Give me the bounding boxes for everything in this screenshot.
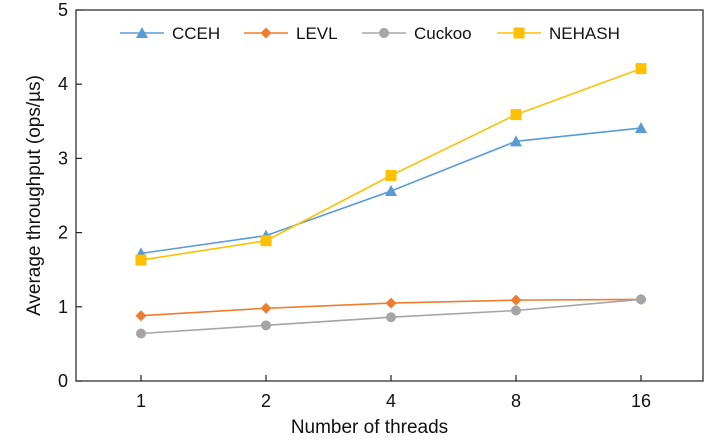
x-tick-label: 4	[386, 391, 396, 411]
y-tick-label: 1	[58, 297, 68, 317]
data-point-nehash	[510, 109, 522, 121]
series-cuckoo	[136, 294, 646, 339]
data-point-nehash	[135, 254, 147, 266]
data-point-cceh	[385, 185, 397, 197]
data-point-nehash	[260, 235, 272, 247]
legend-marker-levl	[260, 27, 272, 39]
data-point-nehash	[635, 63, 647, 75]
series-nehash	[135, 63, 647, 266]
y-tick-label: 2	[58, 223, 68, 243]
series-levl	[135, 293, 647, 322]
data-point-cuckoo	[386, 312, 396, 323]
x-axis-ticks: 1 2 4 8 16	[136, 375, 651, 411]
legend: CCEH LEVL Cuckoo NEHASH	[120, 24, 620, 43]
x-tick-label: 1	[136, 391, 146, 411]
data-point-levl	[260, 302, 272, 314]
y-axis-label: Average throughput (ops/µs)	[24, 75, 45, 316]
series-group	[135, 63, 647, 339]
x-tick-label: 16	[631, 391, 651, 411]
y-tick-label: 5	[58, 0, 68, 20]
data-point-cuckoo	[261, 320, 271, 331]
series-cceh	[135, 121, 647, 259]
legend-label-levl: LEVL	[296, 24, 338, 43]
data-point-levl	[135, 310, 147, 322]
legend-marker-cuckoo	[379, 28, 389, 38]
data-point-cuckoo	[511, 305, 521, 316]
y-axis-ticks: 0 1 2 3 4 5	[58, 0, 82, 391]
legend-item-cuckoo: Cuckoo	[362, 24, 472, 43]
legend-marker-cceh	[136, 27, 148, 38]
data-point-cuckoo	[636, 294, 646, 305]
data-point-nehash	[385, 169, 397, 181]
x-tick-label: 8	[511, 391, 521, 411]
y-tick-label: 0	[58, 371, 68, 391]
axes	[75, 9, 704, 382]
legend-label-cceh: CCEH	[172, 24, 220, 43]
legend-item-levl: LEVL	[244, 24, 338, 43]
legend-label-nehash: NEHASH	[549, 24, 620, 43]
data-point-levl	[385, 297, 397, 309]
data-point-levl	[510, 294, 522, 306]
x-axis-label: Number of threads	[291, 417, 448, 438]
plot-frame	[75, 9, 704, 382]
legend-marker-nehash	[513, 27, 525, 39]
y-tick-label: 4	[58, 74, 68, 94]
data-point-cceh	[635, 121, 647, 133]
legend-label-cuckoo: Cuckoo	[414, 24, 472, 43]
legend-item-nehash: NEHASH	[497, 24, 620, 43]
x-tick-label: 2	[261, 391, 271, 411]
series-line-nehash	[140, 67, 642, 261]
data-point-cuckoo	[136, 328, 146, 339]
y-tick-label: 3	[58, 148, 68, 168]
data-point-cceh	[510, 135, 522, 147]
legend-item-cceh: CCEH	[120, 24, 220, 43]
